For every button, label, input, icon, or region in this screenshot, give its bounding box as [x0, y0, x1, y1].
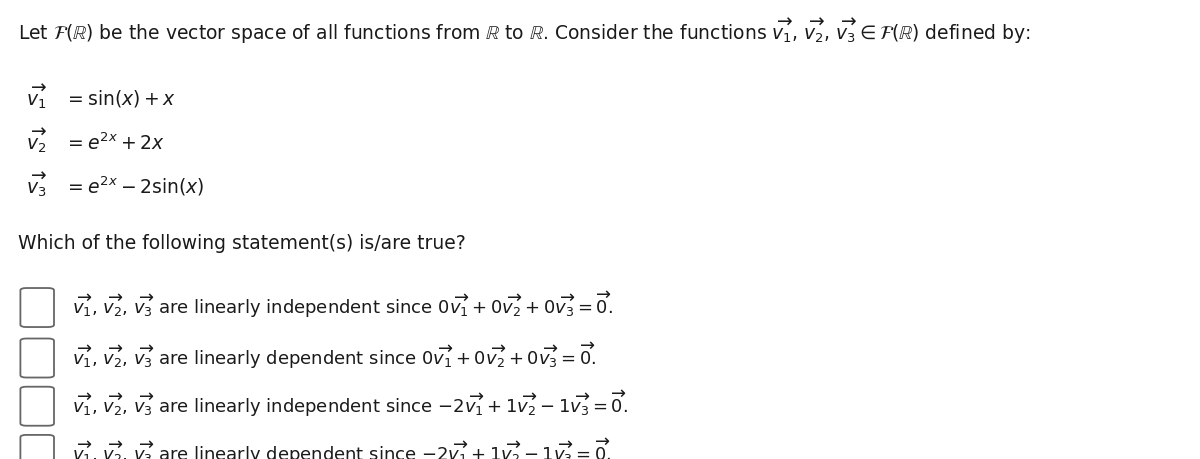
- Text: $\overrightarrow{v_1}$, $\overrightarrow{v_2}$, $\overrightarrow{v_3}$ are linea: $\overrightarrow{v_1}$, $\overrightarrow…: [72, 289, 613, 320]
- Text: $\overrightarrow{v_1} \quad = \sin(x) + x$: $\overrightarrow{v_1} \quad = \sin(x) + …: [26, 83, 176, 112]
- Text: $\overrightarrow{v_1}$, $\overrightarrow{v_2}$, $\overrightarrow{v_3}$ are linea: $\overrightarrow{v_1}$, $\overrightarrow…: [72, 388, 628, 419]
- FancyBboxPatch shape: [20, 435, 54, 459]
- Text: $\overrightarrow{v_2} \quad = e^{2x} + 2x$: $\overrightarrow{v_2} \quad = e^{2x} + 2…: [26, 126, 164, 155]
- Text: $\overrightarrow{v_3} \quad = e^{2x} - 2\sin(x)$: $\overrightarrow{v_3} \quad = e^{2x} - 2…: [26, 170, 205, 199]
- Text: Let $\mathcal{F}(\mathbb{R})$ be the vector space of all functions from $\mathbb: Let $\mathcal{F}(\mathbb{R})$ be the vec…: [18, 16, 1031, 45]
- FancyBboxPatch shape: [20, 386, 54, 426]
- Text: Which of the following statement(s) is/are true?: Which of the following statement(s) is/a…: [18, 234, 466, 253]
- Text: $\overrightarrow{v_1}$, $\overrightarrow{v_2}$, $\overrightarrow{v_3}$ are linea: $\overrightarrow{v_1}$, $\overrightarrow…: [72, 340, 596, 370]
- FancyBboxPatch shape: [20, 288, 54, 327]
- FancyBboxPatch shape: [20, 339, 54, 377]
- Text: $\overrightarrow{v_1}$, $\overrightarrow{v_2}$, $\overrightarrow{v_3}$ are linea: $\overrightarrow{v_1}$, $\overrightarrow…: [72, 436, 612, 459]
